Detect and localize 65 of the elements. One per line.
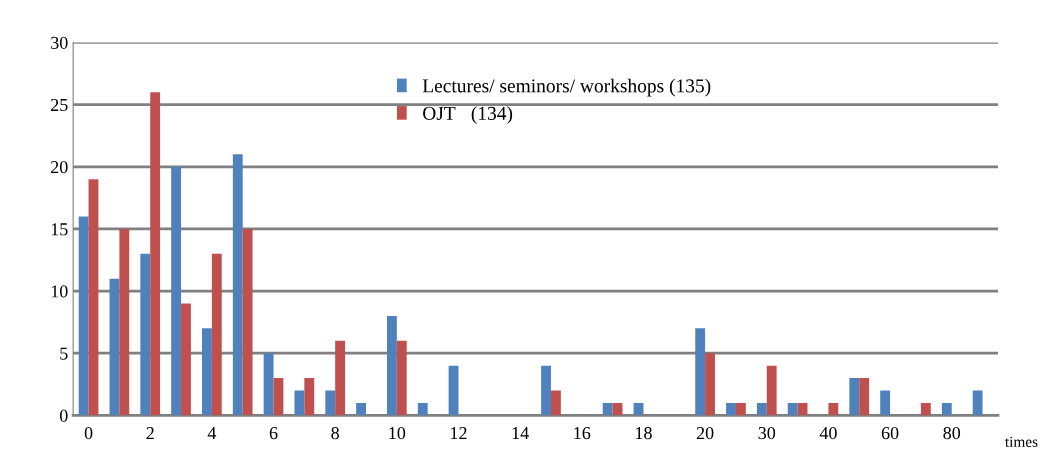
x-tick-label: 30 [758,426,776,440]
x-tick-label: 18 [636,426,652,440]
x-tick-label: 10 [389,426,406,440]
x-tick-label: 0 [84,426,93,440]
y-tick-label: 0 [59,409,68,422]
bar [232,154,243,416]
bar [541,365,551,416]
x-tick-label: 80 [943,426,961,440]
bar [181,303,191,416]
bar [705,353,715,416]
bar [735,402,746,416]
bar [88,179,99,416]
bar [828,402,839,416]
bar [859,378,870,416]
legend-label: OJT (134) [423,106,513,124]
x-tick-label: 40 [819,426,837,440]
bar [756,402,767,416]
bar [140,253,151,416]
bar [304,378,315,416]
bar [386,315,397,416]
y-tick-label: 5 [60,347,68,360]
bar [325,390,336,416]
x-tick-label: 16 [574,427,591,440]
y-tick-label: 25 [51,98,68,112]
bar [356,402,367,416]
bar [417,402,428,416]
bar [202,328,212,416]
bar [273,378,284,416]
x-tick-label: 20 [696,426,714,440]
bar [920,402,931,416]
bar [766,365,777,416]
x-tick-label: 4 [207,427,217,439]
bar [550,390,561,416]
x-tick-label: 6 [269,427,278,440]
x-tick-label: 14 [512,427,529,439]
y-tick-label: 20 [51,161,68,174]
bar [602,402,613,416]
bar [211,253,222,416]
bar [263,353,274,416]
bar [695,328,706,416]
bar [294,390,305,416]
bar [787,402,798,416]
bar [941,402,952,416]
bar [396,340,407,416]
bar [972,390,983,416]
x-tick-label: 2 [146,427,154,439]
bar [448,365,459,416]
y-tick-label: 10 [51,285,68,298]
bar [119,228,130,416]
x-tick-label: 60 [881,426,899,440]
bar [109,278,120,416]
y-tick-label: 15 [51,223,68,236]
bar [849,378,860,416]
bar [78,216,89,416]
x-tick-label: 8 [331,426,340,440]
x-tick-label: 12 [451,427,467,439]
legend-label: Lectures/ seminors/ workshops (135) [422,78,711,97]
bar [171,166,182,416]
bar [242,228,253,416]
x-axis-title: times [1005,436,1038,447]
bar [335,340,346,416]
bar [880,390,891,416]
bar [726,402,736,416]
bar [150,92,161,416]
y-tick-label: 30 [51,36,68,49]
